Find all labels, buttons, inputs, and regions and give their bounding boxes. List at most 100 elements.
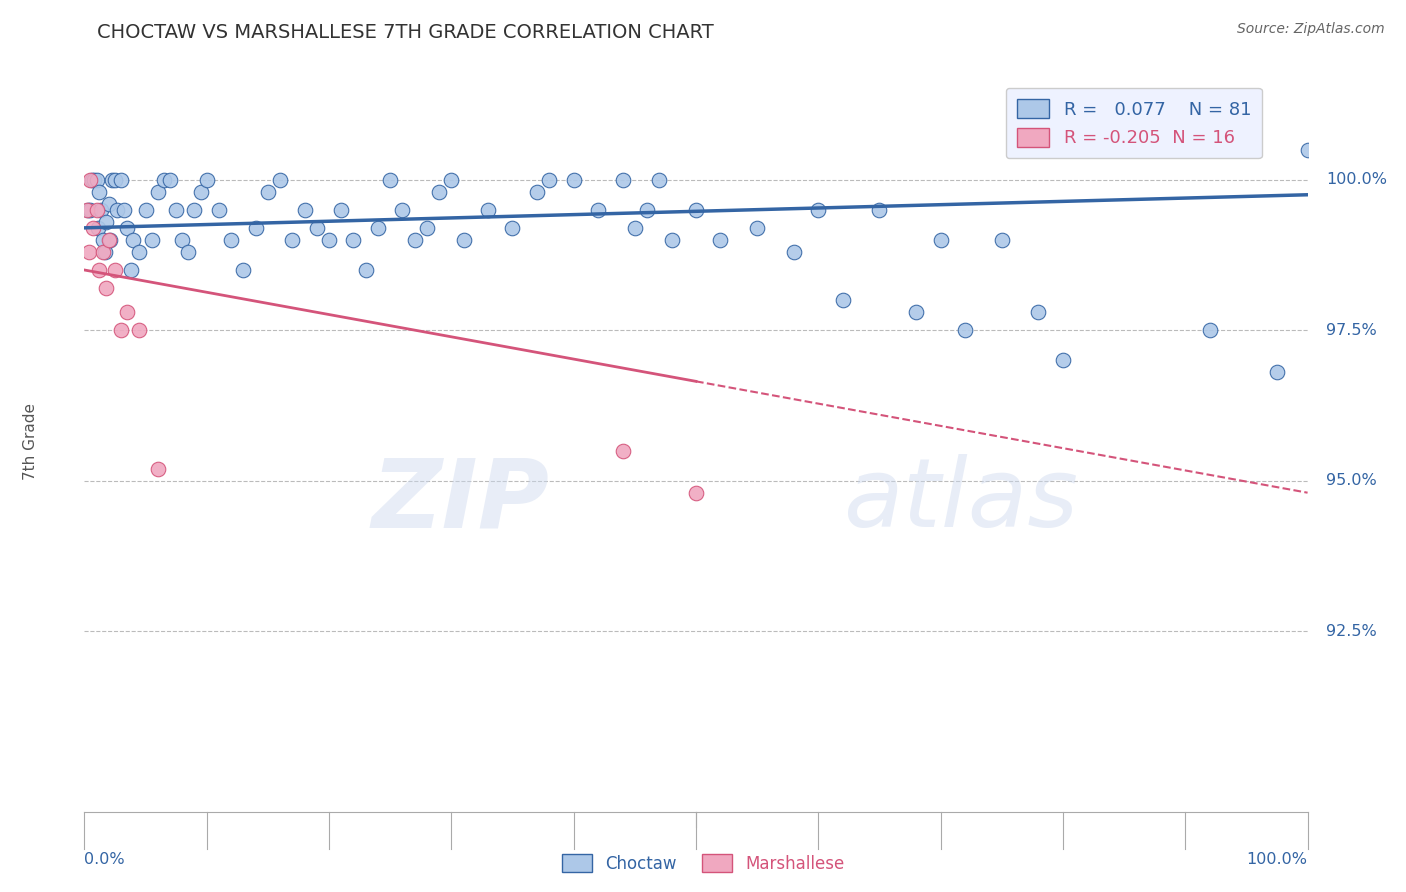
Point	[929, 233, 952, 247]
Point	[86, 172, 108, 186]
Point	[747, 220, 769, 235]
Point	[86, 202, 108, 217]
Point	[195, 172, 218, 186]
Point	[612, 443, 634, 458]
Point	[562, 172, 585, 186]
Point	[110, 172, 132, 186]
Point	[354, 263, 377, 277]
Point	[96, 215, 118, 229]
Point	[245, 220, 267, 235]
Point	[831, 293, 853, 307]
Point	[869, 202, 891, 217]
Text: 100.0%: 100.0%	[1326, 172, 1386, 187]
Point	[101, 172, 124, 186]
Text: atlas: atlas	[842, 454, 1078, 548]
Point	[87, 185, 110, 199]
Point	[79, 202, 101, 217]
Point	[380, 172, 402, 186]
Point	[281, 233, 304, 247]
Point	[87, 263, 110, 277]
Point	[77, 244, 100, 259]
Point	[153, 172, 176, 186]
Point	[97, 233, 120, 247]
Point	[146, 461, 169, 475]
Point	[208, 202, 231, 217]
Point	[526, 185, 548, 199]
Point	[709, 233, 731, 247]
Point	[128, 244, 150, 259]
Point	[440, 172, 463, 186]
Point	[318, 233, 340, 247]
Point	[87, 220, 110, 235]
Point	[141, 233, 163, 247]
Point	[685, 485, 707, 500]
Text: 95.0%: 95.0%	[1326, 473, 1376, 488]
Point	[135, 202, 157, 217]
Point	[122, 233, 145, 247]
Point	[538, 172, 561, 186]
Text: 100.0%: 100.0%	[1247, 853, 1308, 867]
Point	[624, 220, 647, 235]
Point	[367, 220, 389, 235]
Point	[115, 305, 138, 319]
Point	[90, 202, 112, 217]
Point	[94, 244, 117, 259]
Point	[783, 244, 806, 259]
Point	[404, 233, 426, 247]
Point	[427, 185, 450, 199]
Point	[91, 244, 114, 259]
Text: 0.0%: 0.0%	[84, 853, 125, 867]
Point	[104, 263, 127, 277]
Point	[115, 220, 138, 235]
Point	[120, 263, 142, 277]
Point	[391, 202, 413, 217]
Text: 7th Grade: 7th Grade	[22, 403, 38, 480]
Point	[953, 323, 976, 337]
Point	[83, 172, 105, 186]
Point	[91, 233, 114, 247]
Point	[82, 220, 104, 235]
Legend: Choctaw, Marshallese: Choctaw, Marshallese	[555, 847, 851, 880]
Point	[146, 185, 169, 199]
Point	[76, 202, 98, 217]
Point	[1052, 353, 1074, 368]
Point	[330, 202, 353, 217]
Point	[648, 172, 671, 186]
Point	[96, 281, 118, 295]
Point	[586, 202, 609, 217]
Point	[165, 202, 187, 217]
Point	[79, 172, 101, 186]
Point	[1296, 143, 1319, 157]
Point	[177, 244, 200, 259]
Point	[636, 202, 658, 217]
Text: 92.5%: 92.5%	[1326, 624, 1376, 639]
Point	[190, 185, 212, 199]
Point	[685, 202, 707, 217]
Point	[612, 172, 634, 186]
Point	[477, 202, 499, 217]
Point	[269, 172, 291, 186]
Point	[219, 233, 242, 247]
Point	[453, 233, 475, 247]
Point	[105, 202, 128, 217]
Text: Source: ZipAtlas.com: Source: ZipAtlas.com	[1237, 22, 1385, 37]
Point	[416, 220, 439, 235]
Point	[661, 233, 683, 247]
Point	[159, 172, 181, 186]
Point	[502, 220, 524, 235]
Point	[1265, 365, 1288, 379]
Point	[80, 172, 103, 186]
Point	[294, 202, 316, 217]
Point	[1028, 305, 1050, 319]
Text: CHOCTAW VS MARSHALLESE 7TH GRADE CORRELATION CHART: CHOCTAW VS MARSHALLESE 7TH GRADE CORRELA…	[97, 22, 713, 42]
Point	[112, 202, 135, 217]
Point	[905, 305, 928, 319]
Point	[183, 202, 205, 217]
Point	[128, 323, 150, 337]
Point	[98, 233, 121, 247]
Point	[232, 263, 254, 277]
Legend: R =   0.077    N = 81, R = -0.205  N = 16: R = 0.077 N = 81, R = -0.205 N = 16	[1005, 87, 1261, 158]
Point	[257, 185, 280, 199]
Text: 97.5%: 97.5%	[1326, 323, 1376, 338]
Point	[1198, 323, 1220, 337]
